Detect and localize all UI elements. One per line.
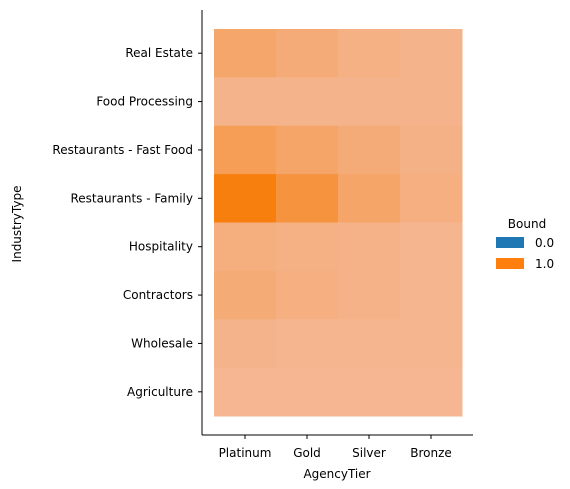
- x-tick-label: Bronze: [410, 446, 452, 460]
- heatmap-cell-restaurants-family-platinum: [214, 174, 277, 223]
- heatmap-cell-hospitality-bronze: [400, 223, 463, 272]
- legend-label: 0.0: [535, 236, 554, 250]
- heatmap-cell-real-estate-gold: [276, 29, 339, 78]
- heatmap-cell-real-estate-platinum: [214, 29, 277, 78]
- heatmap-cell-hospitality-platinum: [214, 223, 277, 272]
- heatmap-cell-food-processing-gold: [276, 77, 339, 126]
- y-tick-label: Real Estate: [125, 46, 193, 60]
- heatmap-cell-restaurants-family-gold: [276, 174, 339, 223]
- heatmap-cell-wholesale-silver: [338, 319, 401, 368]
- heatmap-cell-agriculture-bronze: [400, 368, 463, 417]
- heatmap-cell-real-estate-bronze: [400, 29, 463, 78]
- y-tick-label: Food Processing: [96, 95, 193, 109]
- x-tick-label: Gold: [293, 446, 321, 460]
- legend-swatch: [496, 258, 524, 269]
- heatmap-cell-restaurants-fast-food-gold: [276, 126, 339, 175]
- y-axis-ticks: Real Estate Food Processing Restaurants - …: [52, 46, 202, 399]
- y-tick-label: Restaurants - Fast Food: [52, 143, 193, 157]
- y-tick-label: Hospitality: [129, 240, 193, 254]
- legend-label: 1.0: [535, 257, 554, 271]
- heatmap-cell-restaurants-fast-food-bronze: [400, 126, 463, 175]
- heatmap-cell-real-estate-silver: [338, 29, 401, 78]
- heatmap-cell-contractors-platinum: [214, 271, 277, 320]
- heatmap-cell-agriculture-gold: [276, 368, 339, 417]
- heatmap-cell-contractors-bronze: [400, 271, 463, 320]
- x-tick-label: Platinum: [219, 446, 272, 460]
- legend-title: Bound: [508, 217, 546, 231]
- heatmap-cell-food-processing-bronze: [400, 77, 463, 126]
- y-tick-label: Contractors: [123, 288, 193, 302]
- heatmap-cell-hospitality-gold: [276, 223, 339, 272]
- heatmap-cell-restaurants-family-bronze: [400, 174, 463, 223]
- y-axis-label: IndustryType: [10, 186, 24, 263]
- heatmap-cell-contractors-silver: [338, 271, 401, 320]
- heatmap-cell-restaurants-fast-food-platinum: [214, 126, 277, 175]
- heatmap-cell-wholesale-platinum: [214, 319, 277, 368]
- x-axis-label: AgencyTier: [303, 467, 370, 481]
- heatmap-cell-wholesale-bronze: [400, 319, 463, 368]
- heatmap-cell-contractors-gold: [276, 271, 339, 320]
- x-tick-label: Silver: [352, 446, 386, 460]
- y-tick-label: Restaurants - Family: [70, 191, 193, 205]
- heatmap-cell-agriculture-silver: [338, 368, 401, 417]
- heatmap-cell-restaurants-fast-food-silver: [338, 126, 401, 175]
- legend: Bound 0.0 1.0: [496, 217, 554, 271]
- heatmap-cell-food-processing-silver: [338, 77, 401, 126]
- heatmap-cell-restaurants-family-silver: [338, 174, 401, 223]
- heatmap-cell-wholesale-gold: [276, 319, 339, 368]
- y-tick-label: Agriculture: [127, 385, 193, 399]
- x-axis-ticks: Platinum Gold Silver Bronze: [219, 435, 452, 460]
- heatmap-cell-agriculture-platinum: [214, 368, 277, 417]
- heatmap-cells: [214, 29, 463, 417]
- y-tick-label: Wholesale: [131, 336, 193, 350]
- heatmap-cell-food-processing-platinum: [214, 77, 277, 126]
- legend-swatch: [496, 237, 524, 248]
- heatmap-cell-hospitality-silver: [338, 223, 401, 272]
